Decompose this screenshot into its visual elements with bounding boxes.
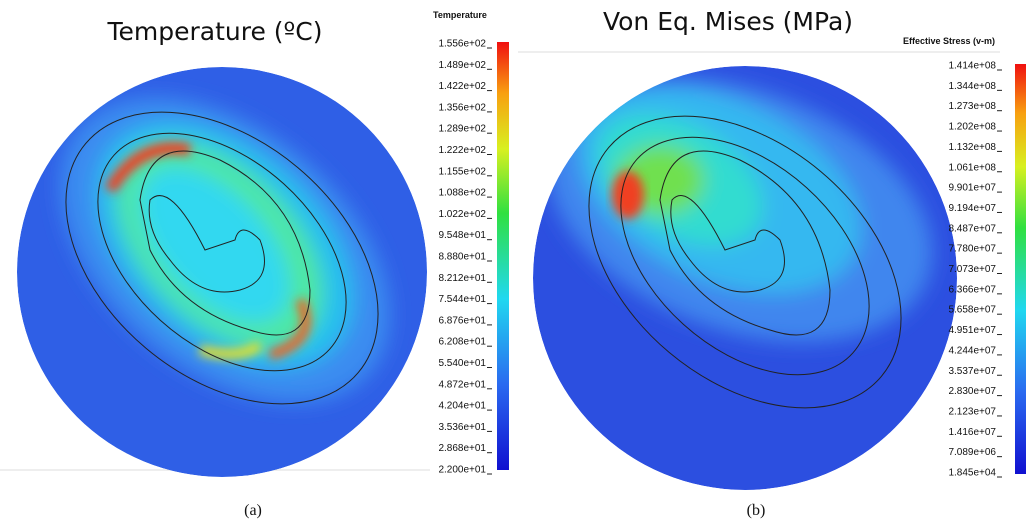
legend-label: 1.132e+08	[948, 142, 996, 153]
legend-label: 8.212e+01	[438, 273, 486, 284]
legend-label: 4.204e+01	[438, 401, 486, 412]
legend-label: 4.244e+07	[948, 345, 996, 356]
panel-b	[518, 51, 1026, 490]
legend-label: 1.289e+02	[438, 124, 486, 135]
legend-label: 6.876e+01	[438, 315, 486, 326]
legend-label: 1.088e+02	[438, 188, 486, 199]
legend-label: 1.414e+08	[948, 61, 996, 72]
legend-label: 7.073e+07	[948, 264, 996, 275]
panel-title: Temperature (ºC)	[106, 17, 322, 46]
legend-label: 1.061e+08	[948, 162, 996, 173]
legend-title: Temperature	[433, 10, 487, 20]
legend-label: 3.536e+01	[438, 422, 486, 433]
caption: (a)	[244, 502, 262, 519]
legend-label: 1.222e+02	[438, 145, 486, 156]
legend-label: 5.658e+07	[948, 305, 996, 316]
legend-label: 7.780e+07	[948, 244, 996, 255]
legend-label: 2.868e+01	[438, 443, 486, 454]
legend-label: 4.951e+07	[948, 325, 996, 336]
temperature-field	[17, 67, 427, 477]
colorbar	[497, 42, 509, 470]
legend-label: 1.356e+02	[438, 102, 486, 113]
legend-label: 7.089e+06	[948, 447, 996, 458]
legend-label: 1.422e+02	[438, 81, 486, 92]
legend-label: 8.487e+07	[948, 223, 996, 234]
legend-label: 1.344e+08	[948, 81, 996, 92]
legend-title: Effective Stress (v-m)	[903, 36, 995, 46]
legend-label: 9.901e+07	[948, 183, 996, 194]
legend-label: 1.556e+02	[438, 39, 486, 50]
legend-label: 9.548e+01	[438, 230, 486, 241]
caption: (b)	[747, 502, 766, 519]
legend-label: 4.872e+01	[438, 379, 486, 390]
legend-label: 7.544e+01	[438, 294, 486, 305]
legend-label: 2.200e+01	[438, 465, 486, 476]
legend-label: 1.022e+02	[438, 209, 486, 220]
legend-label: 5.540e+01	[438, 358, 486, 369]
legend-label: 3.537e+07	[948, 366, 996, 377]
legend-label: 1.845e+04	[948, 468, 996, 479]
legend-label: 6.366e+07	[948, 284, 996, 295]
stress-field	[533, 66, 957, 490]
legend-label: 1.489e+02	[438, 60, 486, 71]
colorbar	[1015, 64, 1026, 474]
panel-a	[0, 42, 509, 477]
legend-label: 1.155e+02	[438, 166, 486, 177]
legend-label: 1.202e+08	[948, 122, 996, 133]
legend-label: 1.416e+07	[948, 427, 996, 438]
legend-label: 9.194e+07	[948, 203, 996, 214]
legend-label: 2.123e+07	[948, 406, 996, 417]
panel-title: Von Eq. Mises (MPa)	[603, 7, 853, 36]
legend-label: 6.208e+01	[438, 337, 486, 348]
legend-label: 1.273e+08	[948, 101, 996, 112]
legend-label: 8.880e+01	[438, 252, 486, 263]
legend-label: 2.830e+07	[948, 386, 996, 397]
